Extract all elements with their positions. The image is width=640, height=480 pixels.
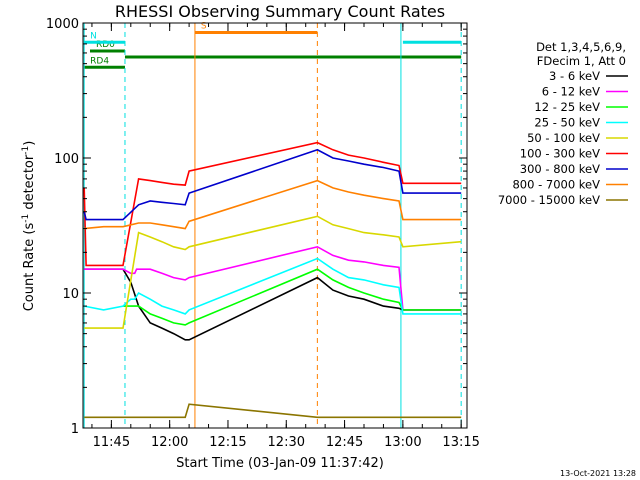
x-tick-label: 13:15 xyxy=(442,435,479,450)
series-line-4 xyxy=(84,215,462,329)
marker-label: S xyxy=(201,22,207,32)
plot-area: RD0 RD4 N S xyxy=(83,22,462,428)
y-axis-label: Count Rate (s-1 detector-1) xyxy=(21,141,37,312)
series-line-3 xyxy=(84,257,462,315)
axes: 1 10 100 1000 11:45 12:00 12:15 12:30 12:45 13:00… xyxy=(46,17,480,450)
series-line-2 xyxy=(123,268,462,326)
series-line-5 xyxy=(83,141,462,267)
legend-entry-3: 25 - 50 keV xyxy=(534,116,600,130)
x-tick-label: 12:00 xyxy=(151,435,188,450)
x-tick-label: 11:45 xyxy=(93,435,130,450)
legend-entry-8: 7000 - 15000 keV xyxy=(498,193,600,207)
legend-entry-2: 12 - 25 keV xyxy=(534,100,600,114)
y-tick-label: 10 xyxy=(62,287,79,302)
plot-frame xyxy=(82,22,468,429)
series-line-7 xyxy=(84,179,462,230)
legend-header: Det 1,3,4,5,6,9, xyxy=(536,40,626,54)
marker-label: RD4 xyxy=(90,56,109,66)
legend-entry-5: 100 - 300 keV xyxy=(520,147,600,161)
marker-label: N xyxy=(90,31,97,41)
series-line-6 xyxy=(83,148,462,221)
x-tick-label: 12:45 xyxy=(326,435,363,450)
series-line-8 xyxy=(84,403,462,419)
x-tick-label: 12:15 xyxy=(209,435,246,450)
y-tick-label: 1000 xyxy=(46,17,79,32)
legend-entry-0: 3 - 6 keV xyxy=(549,69,600,83)
chart-title: RHESSI Observing Summary Count Rates xyxy=(115,2,445,21)
marker-label: RD0 xyxy=(96,40,115,50)
y-tick-label: 100 xyxy=(54,152,79,167)
legend-entry-7: 800 - 7000 keV xyxy=(512,178,600,192)
x-axis-label: Start Time (03-Jan-09 11:37:42) xyxy=(176,456,384,471)
series-line-1 xyxy=(84,245,462,311)
legend-entry-1: 6 - 12 keV xyxy=(542,85,600,99)
legend-entry-4: 50 - 100 keV xyxy=(527,131,600,145)
series-line-0 xyxy=(84,268,462,341)
legend-entry-6: 300 - 800 keV xyxy=(520,162,600,176)
svg-text:Count Rate (s-1 detector-1): Count Rate (s-1 detector-1) xyxy=(21,141,37,312)
x-tick-label: 13:00 xyxy=(384,435,421,450)
footer-timestamp: 13-Oct-2021 13:28 xyxy=(560,469,636,478)
legend-header: FDecim 1, Att 0 xyxy=(537,54,626,68)
y-tick-label: 1 xyxy=(71,422,79,437)
x-tick-label: 12:30 xyxy=(268,435,305,450)
legend: Det 1,3,4,5,6,9,FDecim 1, Att 03 - 6 keV… xyxy=(498,40,628,207)
